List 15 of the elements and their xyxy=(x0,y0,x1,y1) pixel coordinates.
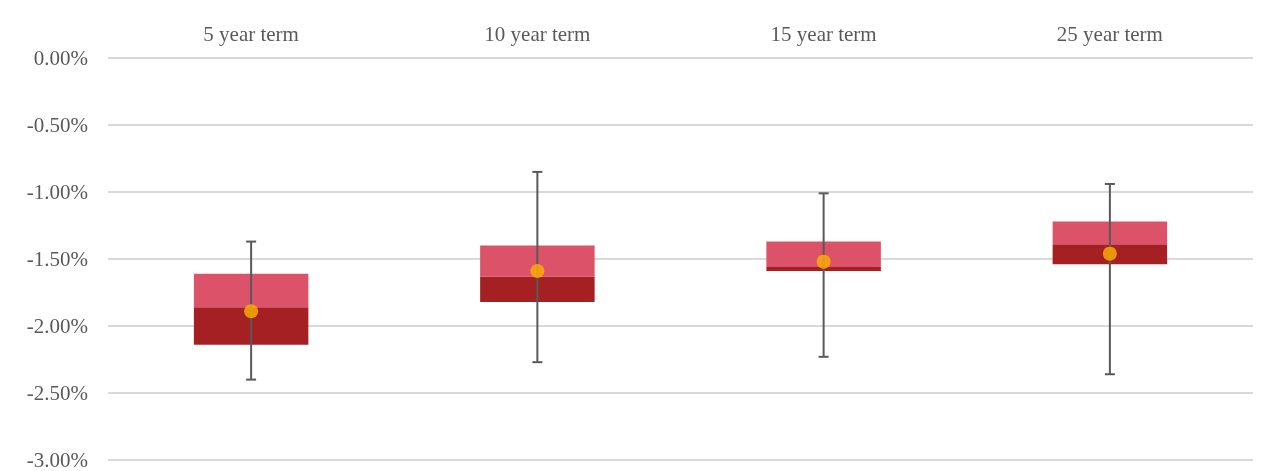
x-tick-label: 5 year term xyxy=(203,21,299,46)
y-tick-label: -2.00% xyxy=(26,314,88,338)
y-tick-label: -3.00% xyxy=(26,448,88,471)
x-tick-label: 10 year term xyxy=(484,21,591,46)
y-tick-label: -1.00% xyxy=(26,180,88,204)
y-tick-label: -2.50% xyxy=(26,381,88,405)
point xyxy=(1102,246,1117,261)
x-tick-label: 25 year term xyxy=(1056,21,1163,46)
y-tick-label: -0.50% xyxy=(26,113,88,137)
point xyxy=(816,254,831,269)
y-tick-label: -1.50% xyxy=(26,247,88,271)
point xyxy=(244,304,259,319)
point xyxy=(530,264,545,279)
y-tick-label: 0.00% xyxy=(33,46,88,70)
x-tick-label: 15 year term xyxy=(770,21,877,46)
